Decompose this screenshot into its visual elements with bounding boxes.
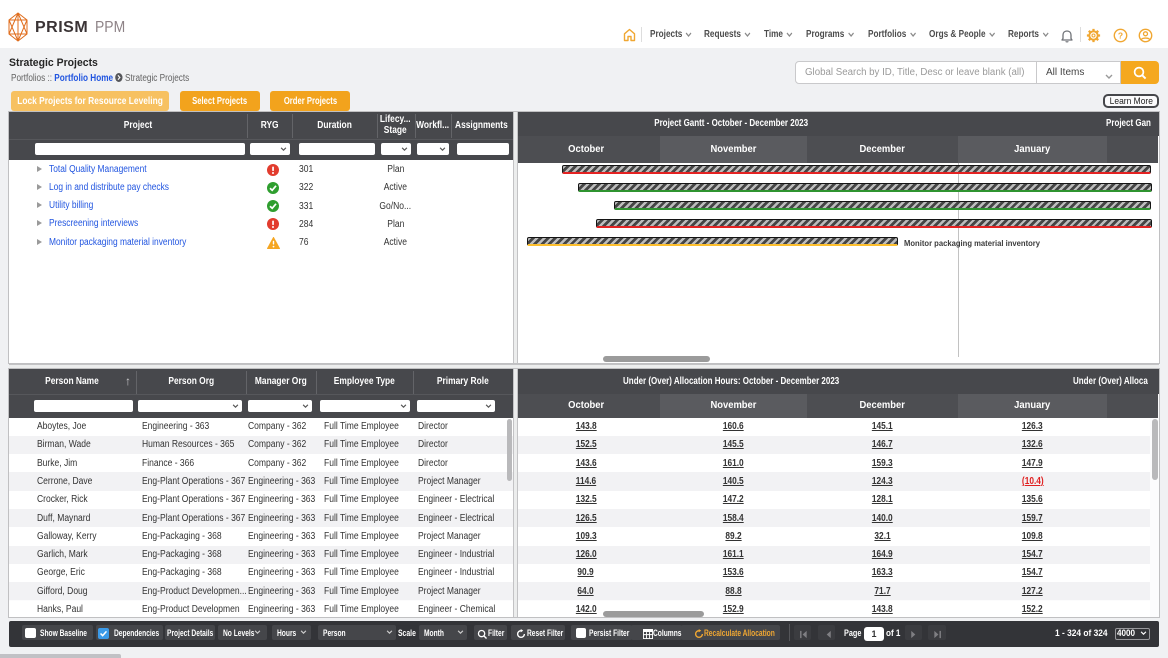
svg-text:?: ? bbox=[1118, 31, 1123, 41]
